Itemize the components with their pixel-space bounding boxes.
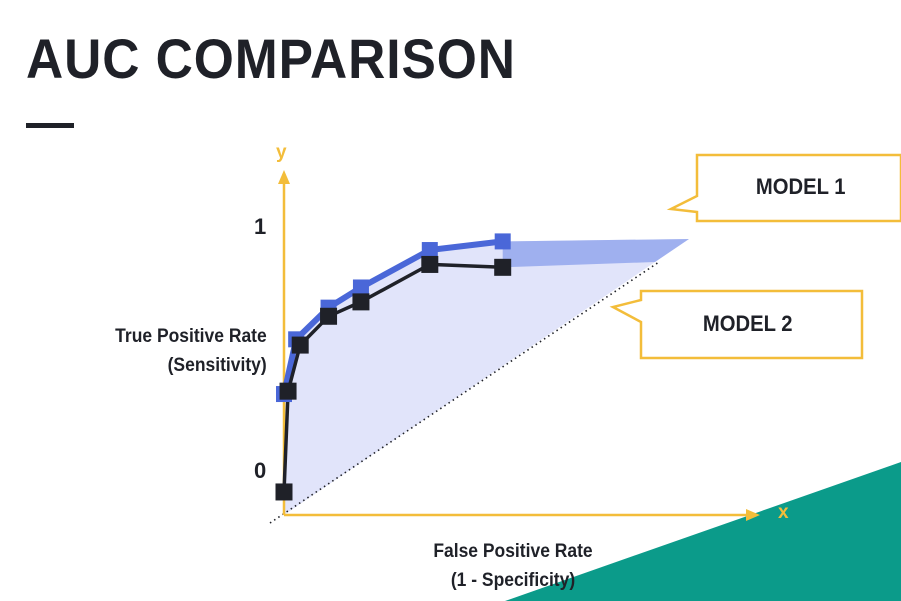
model-2-point-5 <box>421 255 439 273</box>
x-axis-letter: x <box>778 502 789 523</box>
callout-box-model-2 <box>609 289 864 360</box>
model-2-point-3 <box>320 307 338 325</box>
callout-box-model-1 <box>666 153 901 223</box>
model-2-point-2 <box>291 336 309 354</box>
callout-label-model-1: MODEL 1 <box>755 174 846 199</box>
y-axis-label-line-1: True Positive Rate <box>115 326 267 347</box>
y-axis-letter: y <box>276 142 287 163</box>
model-2-point-4 <box>352 293 370 311</box>
y-axis-arrow <box>278 170 290 184</box>
x-axis-label-line-2: (1 - Specificity) <box>450 570 576 591</box>
random-baseline <box>269 261 660 524</box>
y-axis-label-line-2: (Sensitivity) <box>167 355 267 376</box>
title-underline <box>26 123 74 128</box>
model-1-point-5 <box>494 233 511 250</box>
y-tick-label-0: 0 <box>254 458 267 483</box>
auc-area-tip <box>502 239 689 268</box>
teal-corner-decoration <box>505 462 901 601</box>
model-2-point-6 <box>494 258 512 276</box>
x-axis-arrow <box>746 509 760 521</box>
series-markers-model-2 <box>275 255 512 501</box>
model-1-point-3 <box>352 279 369 296</box>
x-axis-label-line-1: False Positive Rate <box>433 541 593 562</box>
model-1-point-4 <box>421 242 438 259</box>
callout-label-model-2: MODEL 2 <box>702 311 793 336</box>
auc-area-fill <box>284 239 689 515</box>
model-2-point-1 <box>279 382 297 400</box>
page-title: AUC COMPARISON <box>26 27 516 90</box>
y-tick-label-1: 1 <box>254 214 267 239</box>
model-2-point-0 <box>275 483 293 501</box>
